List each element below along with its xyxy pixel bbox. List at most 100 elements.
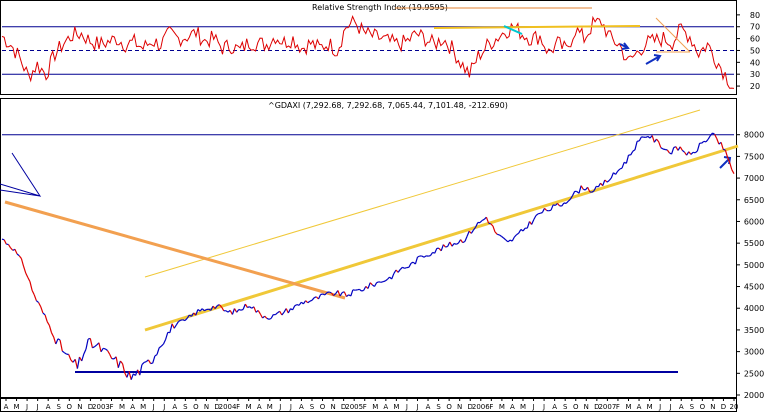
x-tick-label: M xyxy=(140,403,146,411)
price-segment xyxy=(362,290,364,291)
x-tick-label: S xyxy=(310,403,315,411)
price-segment xyxy=(381,282,383,283)
price-y-tick-label: 5000 xyxy=(744,261,764,270)
rsi-y-tick-label: 20 xyxy=(750,82,760,91)
x-tick-label: A xyxy=(637,403,642,411)
rsi-y-tick-label: 70 xyxy=(750,23,760,32)
price-segment xyxy=(663,149,665,150)
x-tick-label: O xyxy=(446,403,452,411)
price-segment xyxy=(357,289,359,290)
price-y-tick-label: 7500 xyxy=(744,152,764,161)
x-tick-label: A xyxy=(172,403,177,411)
x-tick-label: F xyxy=(236,403,240,411)
x-tick-label: N xyxy=(204,403,209,411)
x-tick-label: S xyxy=(563,403,568,411)
rsi-y-tick-label: 50 xyxy=(750,46,760,55)
x-tick-label: M xyxy=(520,403,526,411)
x-tick-label: 2006 xyxy=(472,403,490,411)
price-y-tick-label: 8000 xyxy=(744,131,764,140)
price-segment xyxy=(2,239,4,240)
x-tick-label: J xyxy=(25,403,28,411)
price-y-tick-label: 3500 xyxy=(744,326,764,335)
x-tick-label: A xyxy=(299,403,304,411)
price-segment xyxy=(144,362,146,363)
x-tick-label: J xyxy=(669,403,672,411)
x-tick-label: A xyxy=(679,403,684,411)
x-tick-label: J xyxy=(289,403,292,411)
x-tick-label: J xyxy=(542,403,545,411)
price-segment xyxy=(379,282,381,283)
rsi-y-tick-label: 30 xyxy=(750,70,760,79)
price-segment xyxy=(247,307,249,308)
price-segment xyxy=(723,149,725,150)
price-segment xyxy=(103,348,105,349)
price-panel xyxy=(1,99,737,398)
x-tick-label: A xyxy=(257,403,262,411)
price-segment xyxy=(327,292,329,293)
x-tick-label: M xyxy=(499,403,505,411)
x-tick-label: J xyxy=(162,403,165,411)
x-tick-label: N xyxy=(330,403,335,411)
price-segment xyxy=(241,310,243,311)
x-tick-label: A xyxy=(426,403,431,411)
x-tick-label: J xyxy=(658,403,661,411)
x-tick-label: N xyxy=(77,403,82,411)
price-y-tick-label: 5500 xyxy=(744,239,764,248)
price-segment xyxy=(239,310,241,311)
x-tick-label: A xyxy=(510,403,515,411)
x-tick-label: M xyxy=(119,403,125,411)
x-tick-label: F xyxy=(616,403,620,411)
x-tick-label: O xyxy=(67,403,73,411)
price-segment xyxy=(269,319,271,320)
price-y-tick-label: 4500 xyxy=(744,283,764,292)
x-tick-label: A xyxy=(383,403,388,411)
price-segment xyxy=(6,244,8,245)
x-tick-label: S xyxy=(436,403,441,411)
x-tick-label: 2003 xyxy=(92,403,110,411)
x-tick-label: A xyxy=(130,403,135,411)
x-tick-label: M xyxy=(14,403,20,411)
x-tick-label: 2004 xyxy=(219,403,237,411)
price-segment xyxy=(383,281,385,282)
price-y-tick-label: 4000 xyxy=(744,304,764,313)
x-tick-label: 20 xyxy=(730,403,739,411)
x-tick-label: O xyxy=(700,403,706,411)
price-segment xyxy=(489,223,491,224)
x-tick-label: S xyxy=(690,403,695,411)
x-tick-label: M xyxy=(647,403,653,411)
x-tick-label: F xyxy=(363,403,367,411)
x-tick-label: N xyxy=(710,403,715,411)
price-segment xyxy=(454,244,456,245)
x-tick-label: M xyxy=(267,403,273,411)
price-y-tick-label: 3000 xyxy=(744,348,764,357)
x-tick-label: S xyxy=(57,403,62,411)
price-segment xyxy=(540,213,542,214)
price-segment xyxy=(446,246,448,247)
x-tick-label: A xyxy=(46,403,51,411)
price-segment xyxy=(665,150,667,151)
x-tick-label: J xyxy=(415,403,418,411)
x-tick-label: J xyxy=(278,403,281,411)
rsi-y-tick-label: 40 xyxy=(750,58,760,67)
x-tick-label: S xyxy=(183,403,188,411)
x-tick-label: J xyxy=(36,403,39,411)
rsi-y-tick-label: 80 xyxy=(750,11,760,20)
price-y-tick-label: 2000 xyxy=(744,391,764,400)
x-tick-label: M xyxy=(372,403,378,411)
x-tick-label: A xyxy=(4,403,9,411)
x-tick-label: J xyxy=(152,403,155,411)
x-tick-label: N xyxy=(457,403,462,411)
x-tick-label: 2005 xyxy=(345,403,363,411)
price-segment xyxy=(538,213,540,214)
x-tick-label: M xyxy=(246,403,252,411)
price-segment xyxy=(377,282,379,283)
x-tick-label: O xyxy=(320,403,326,411)
price-segment xyxy=(497,234,499,235)
x-tick-label: F xyxy=(109,403,113,411)
x-tick-label: O xyxy=(193,403,199,411)
x-tick-label: J xyxy=(405,403,408,411)
x-tick-label: F xyxy=(489,403,493,411)
